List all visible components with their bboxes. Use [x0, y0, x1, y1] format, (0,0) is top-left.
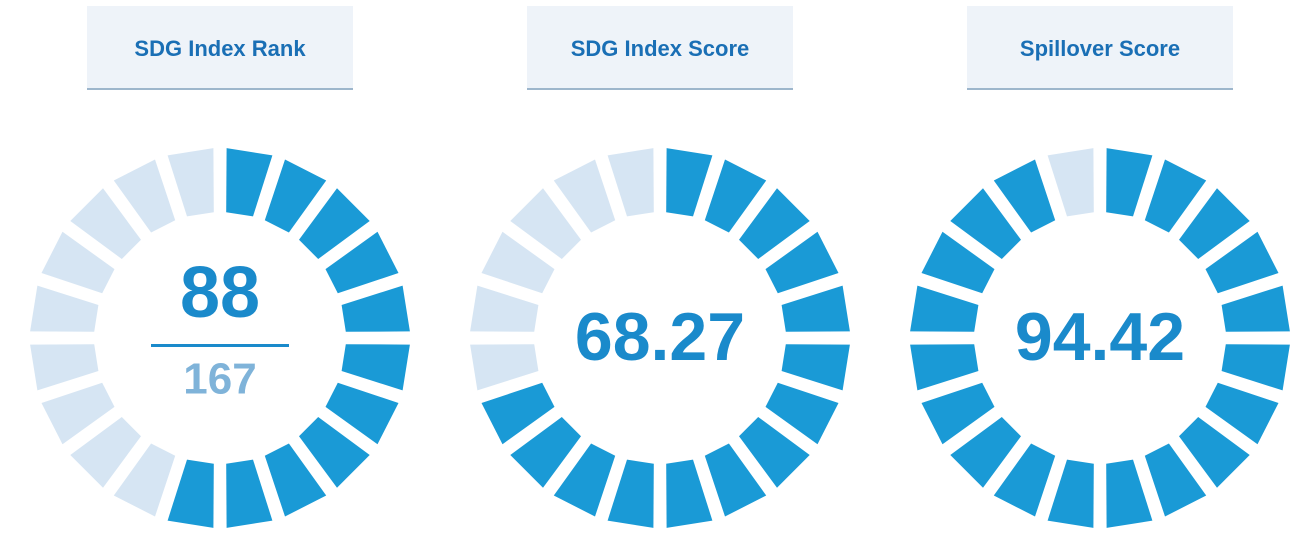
- gauge-segment: [607, 459, 654, 528]
- gauge-segment: [325, 231, 399, 294]
- gauge-segment: [781, 344, 850, 391]
- gauge-segment: [226, 459, 273, 528]
- gauge-segment: [481, 382, 555, 445]
- gauge-segment: [510, 188, 581, 259]
- gauge-segment: [341, 344, 410, 391]
- rank-divider: [151, 344, 289, 347]
- gauge-segment: [553, 443, 616, 517]
- rank-value: 88: [180, 253, 260, 333]
- gauge-segment: [167, 148, 214, 217]
- gauge-segment: [993, 443, 1056, 517]
- gauge-segment: [325, 382, 399, 445]
- gauge-segment: [226, 148, 273, 217]
- score-value: 94.42: [1015, 299, 1185, 375]
- gauge-segment: [739, 417, 810, 488]
- gauge-segment: [1221, 285, 1290, 332]
- gauge-segment: [1144, 443, 1207, 517]
- gauge-segment: [739, 188, 810, 259]
- gauge-segment: [510, 417, 581, 488]
- gauge-segment: [30, 285, 99, 332]
- gauge-segment: [553, 159, 616, 233]
- gauge-segment: [704, 443, 767, 517]
- gauge-segment: [1047, 148, 1094, 217]
- gauge-segment: [1106, 459, 1153, 528]
- gauge-segment: [1047, 459, 1094, 528]
- header-underline: [87, 88, 353, 90]
- gauge-segment: [113, 159, 176, 233]
- gauge-segment: [910, 285, 979, 332]
- gauge-segment: [299, 188, 370, 259]
- header-underline: [967, 88, 1233, 90]
- gauge-segment: [70, 417, 141, 488]
- gauge-segment: [264, 159, 327, 233]
- gauge-segment: [1106, 148, 1153, 217]
- gauge-segment: [341, 285, 410, 332]
- gauge-segment: [1179, 417, 1250, 488]
- header-title: SDG Index Rank: [134, 36, 306, 61]
- gauge-segment: [30, 344, 99, 391]
- gauge-segment: [666, 459, 713, 528]
- gauge-segment: [666, 148, 713, 217]
- score-value: 68.27: [575, 299, 745, 375]
- gauge-segment: [910, 344, 979, 391]
- gauge-segment: [470, 285, 539, 332]
- header-title: Spillover Score: [1020, 36, 1180, 61]
- gauge-segment: [167, 459, 214, 528]
- gauge-segment: [993, 159, 1056, 233]
- gauge-segment: [70, 188, 141, 259]
- gauge-segment: [950, 188, 1021, 259]
- gauge-segment: [41, 231, 115, 294]
- header-title: SDG Index Score: [571, 36, 750, 61]
- gauge-segment: [481, 231, 555, 294]
- header-box: [527, 6, 793, 88]
- gauge-segment: [113, 443, 176, 517]
- gauge-segment: [1205, 382, 1279, 445]
- gauge-segment: [765, 231, 839, 294]
- gauge-segment: [470, 344, 539, 391]
- gauge-segment: [41, 382, 115, 445]
- gauge-segment: [921, 231, 995, 294]
- gauge-segment: [264, 443, 327, 517]
- header-box: [87, 6, 353, 88]
- gauge-segment: [765, 382, 839, 445]
- gauge-segment: [1221, 344, 1290, 391]
- header-underline: [527, 88, 793, 90]
- gauge-segment: [299, 417, 370, 488]
- gauge-segment: [950, 417, 1021, 488]
- gauge-segment: [781, 285, 850, 332]
- gauge-segment: [1179, 188, 1250, 259]
- gauge-segment: [921, 382, 995, 445]
- gauge-segment: [1205, 231, 1279, 294]
- header-box: [967, 6, 1233, 88]
- rank-total: 167: [183, 355, 256, 404]
- gauge-segment: [607, 148, 654, 217]
- gauge-segment: [704, 159, 767, 233]
- gauge-segment: [1144, 159, 1207, 233]
